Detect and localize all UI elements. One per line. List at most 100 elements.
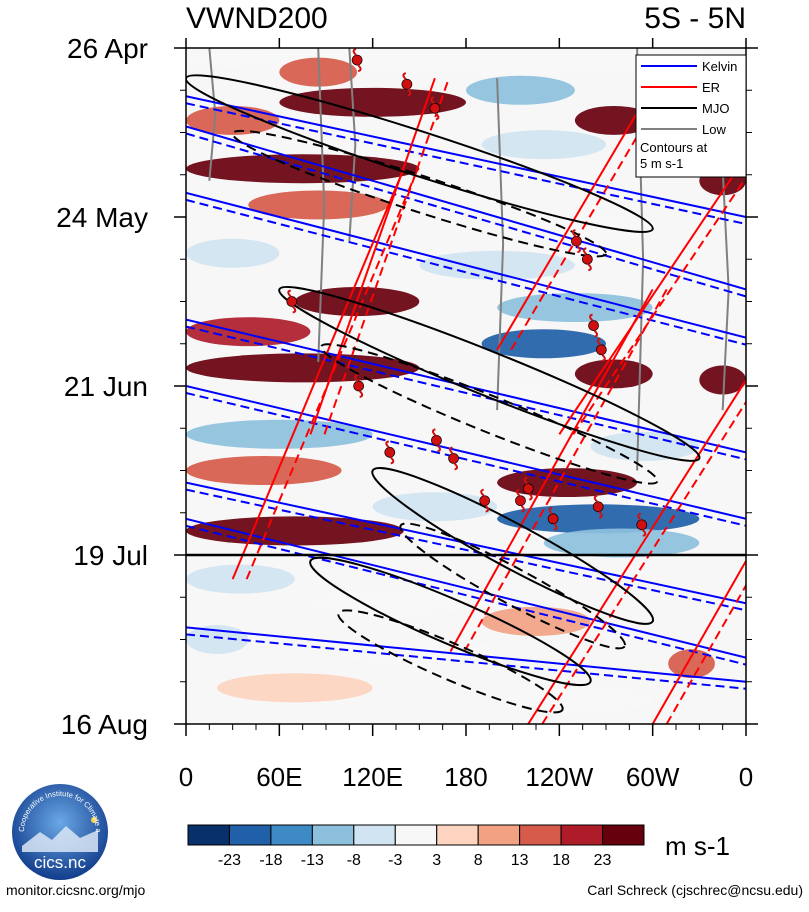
cyclone-icon [515, 488, 526, 513]
cyclone-icon [588, 313, 599, 338]
legend-label-er: ER [702, 80, 720, 95]
anomaly-band [186, 564, 295, 594]
cyclone-arm [390, 456, 395, 465]
cyclone-core [547, 513, 559, 525]
cyclone-arm [601, 354, 606, 362]
y-tick-label: 26 Apr [67, 33, 148, 64]
cyclone-arm [292, 305, 297, 314]
er-contour-negative [541, 400, 746, 724]
er-contour-negative [665, 583, 746, 724]
anomaly-band [186, 625, 249, 654]
cyclone-arm [593, 494, 598, 503]
anomaly-band [419, 250, 575, 280]
cyclone-icon [401, 72, 413, 97]
cyclone-core [515, 495, 526, 507]
y-tick-label: 16 Aug [61, 709, 148, 740]
legend: Kelvin ER MJO Low Contours at 5 m s-1 [635, 54, 747, 178]
colorbar-swatch [311, 824, 355, 846]
kelvin-contour-negative [186, 633, 746, 690]
cyclone-icon [636, 512, 648, 537]
cyclone-arm [553, 523, 558, 531]
colorbar: -23 -18 -13 -8 -3 3 8 13 18 23 [187, 824, 645, 869]
kelvin-contour [186, 481, 746, 605]
cyclone-arm [357, 64, 362, 73]
mjo-contour [309, 556, 592, 687]
cyclone-arm [576, 245, 581, 254]
mjo-contour-negative [231, 129, 608, 258]
anomaly-band [186, 317, 311, 347]
anomaly-band [186, 238, 280, 268]
colorbar-label: -13 [301, 852, 324, 869]
colorbar-swatch [353, 824, 396, 846]
cyclone-arm [436, 444, 441, 453]
contour-layer [186, 48, 746, 724]
cyclone-icon [384, 440, 396, 465]
cyclone-core [384, 447, 396, 458]
cyclone-arm [358, 390, 364, 398]
anomaly-band [248, 190, 389, 220]
anomaly-band [186, 516, 404, 546]
colorbar-label: 18 [552, 852, 570, 869]
colorbar-label: -18 [259, 852, 282, 869]
anomaly-band [574, 105, 653, 135]
kelvin-contour-negative [186, 524, 746, 666]
cyclone-icon [547, 506, 559, 531]
cyclone-core [636, 519, 648, 531]
cyclone-arm [587, 263, 592, 272]
colorbar-label: 3 [432, 852, 441, 869]
anomaly-band [372, 492, 498, 522]
colorbar-label: 13 [511, 852, 529, 869]
cyclone-icon [351, 48, 363, 73]
anomaly-band [497, 504, 700, 534]
x-axis-tick-labels: 0 60E 120E 180 120W 60W 0 [179, 762, 753, 792]
cyclone-icon [595, 337, 607, 362]
colorbar-swatch [228, 824, 272, 846]
cyclone-core [592, 501, 604, 513]
anomaly-band [590, 431, 700, 461]
cyclone-arm [431, 428, 437, 437]
cyclone-arm [402, 72, 407, 80]
cyclone-core [479, 495, 491, 507]
anomaly-band [497, 685, 653, 715]
anomaly-band [310, 588, 466, 618]
colorbar-label: -8 [347, 852, 361, 869]
kelvin-contour-negative [186, 198, 746, 346]
cyclone-arm [287, 289, 292, 298]
colorbar-swatch [187, 824, 230, 846]
legend-label-mjo: MJO [702, 101, 729, 116]
cyclone-arm [484, 504, 490, 513]
x-tick-label: 60W [626, 762, 680, 792]
cyclone-arm [523, 476, 528, 485]
cyclone-arm [435, 112, 440, 121]
anomaly-band [481, 606, 591, 636]
er-contour [651, 560, 746, 724]
cyclone-icon [429, 96, 441, 121]
logo-sun-icon [91, 817, 97, 823]
colorbar-swatch [602, 824, 645, 846]
footer-url: monitor.cicsnc.org/mjo [6, 882, 145, 898]
cyclone-arm [520, 504, 525, 513]
x-tick-label: 120W [525, 762, 593, 792]
cyclone-core [431, 434, 442, 446]
cyclone-arm [582, 247, 588, 255]
er-contour-negative [323, 77, 450, 435]
chart-subtitle: 5S - 5N [644, 2, 746, 35]
kelvin-contour [186, 626, 746, 683]
x-tick-label: 60E [256, 762, 302, 792]
x-tick-label: 0 [179, 762, 193, 792]
er-contour-negative [245, 168, 419, 580]
anomaly-band [497, 293, 653, 323]
cyclone-core [429, 103, 441, 114]
legend-note-line2: 5 m s-1 [640, 156, 683, 171]
cyclone-arm [642, 529, 647, 537]
cyclone-arm [453, 462, 459, 471]
axis-ticks [174, 38, 758, 736]
cyclone-arm [385, 440, 390, 449]
colorbar-swatch [394, 824, 438, 846]
y-axis-tick-labels: 26 Apr 24 May 21 Jun 19 Jul 16 Aug [56, 33, 148, 740]
cyclone-icon [431, 428, 442, 453]
cyclone-icon [286, 289, 298, 314]
mjo-contour-negative [399, 522, 626, 650]
colorbar-label: -3 [388, 852, 402, 869]
